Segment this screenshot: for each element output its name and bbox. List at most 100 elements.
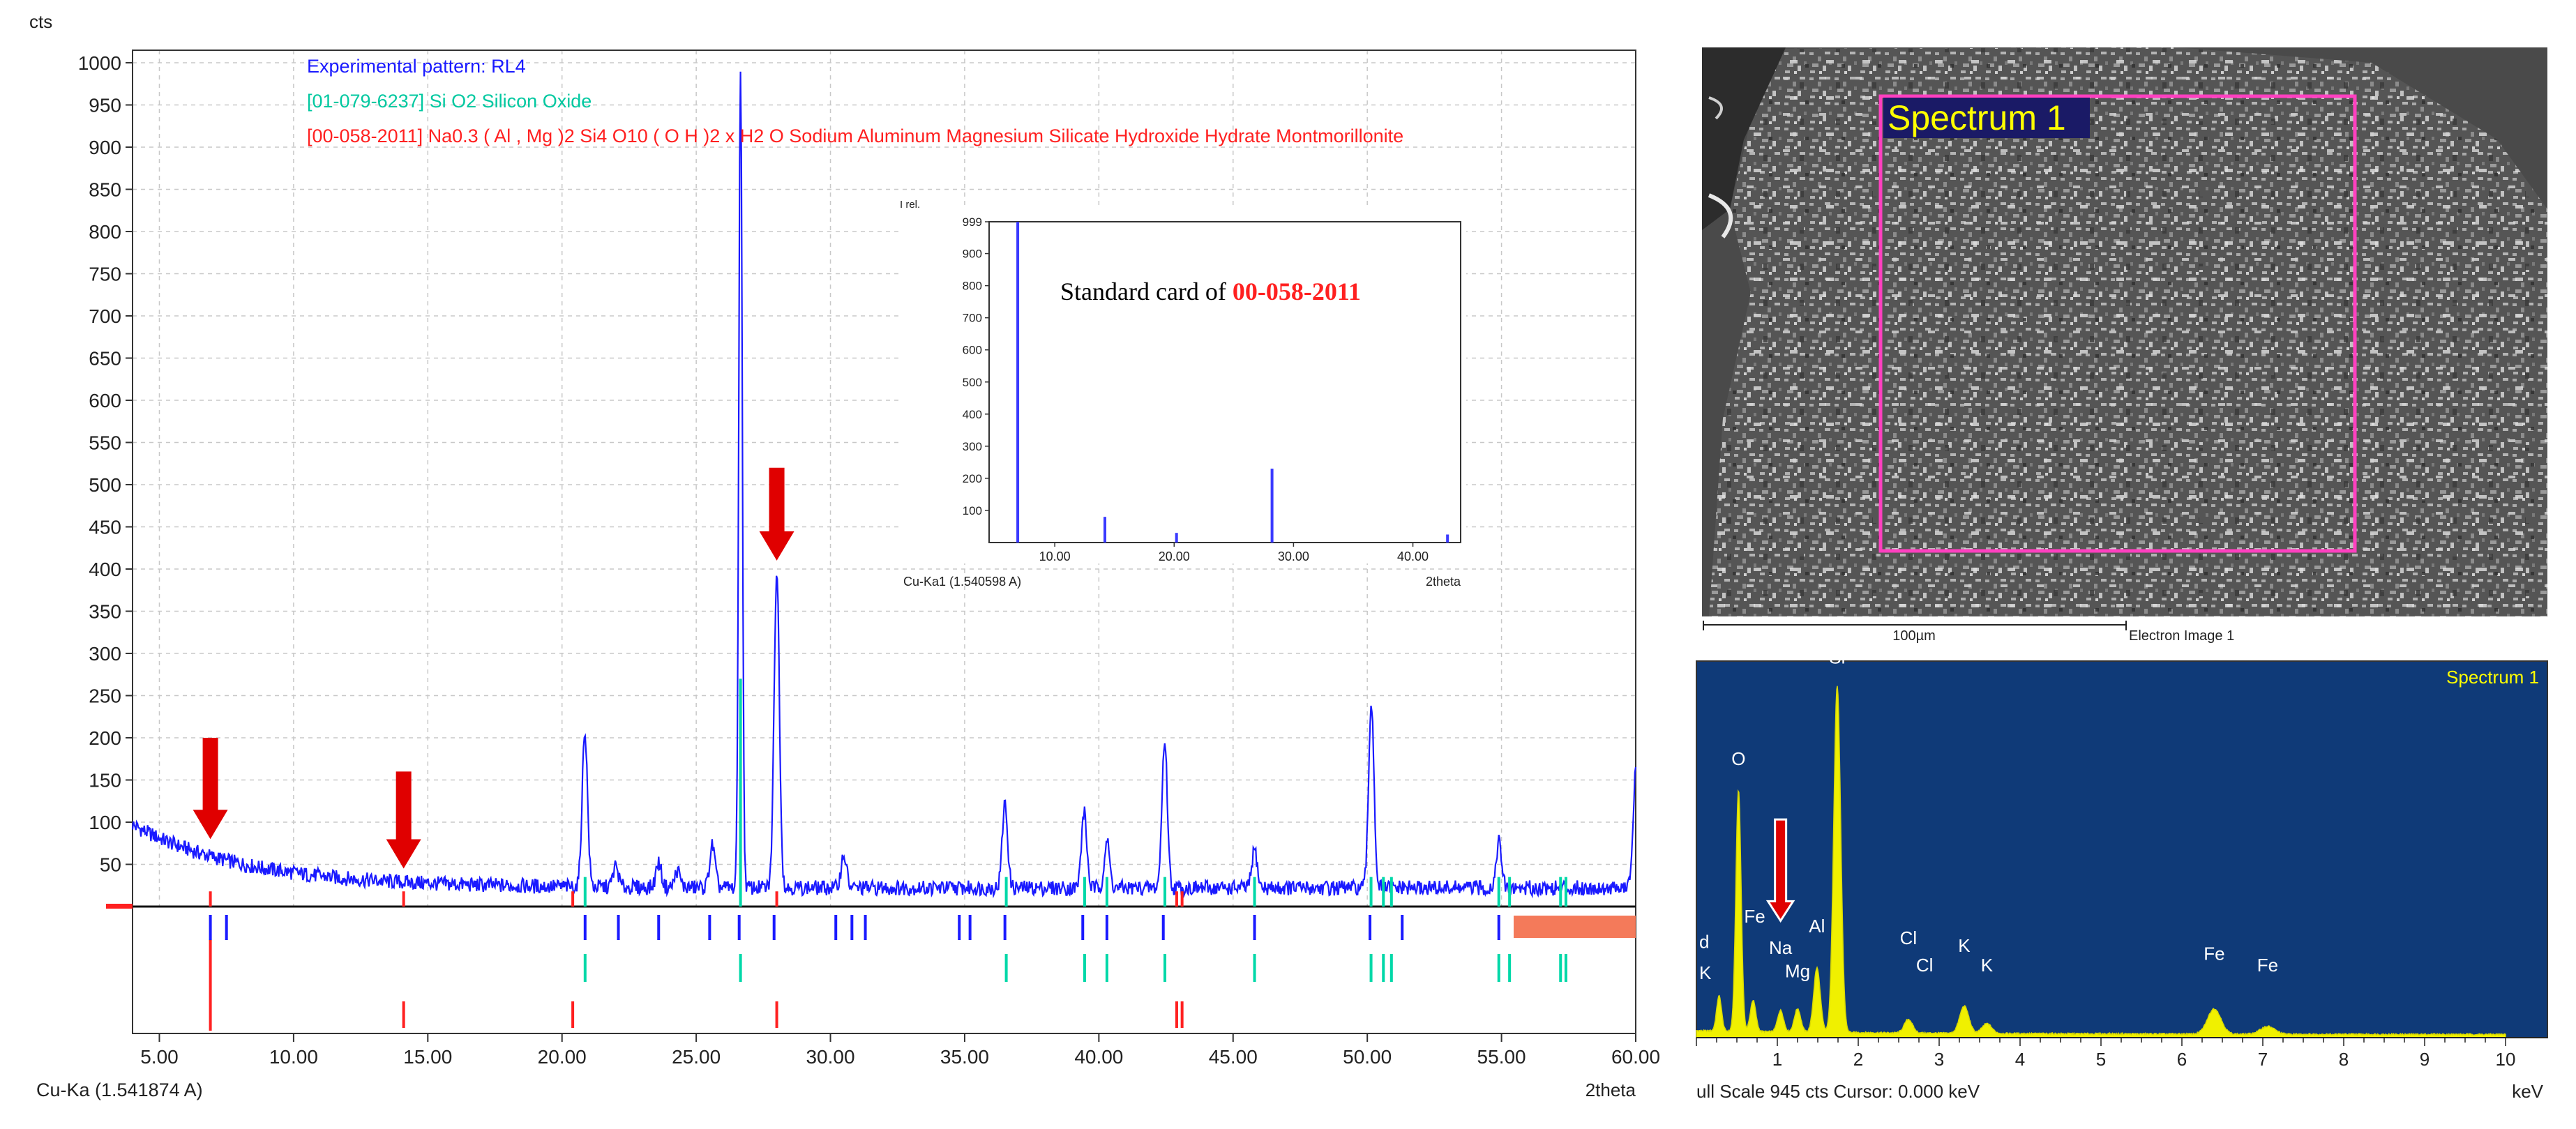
xrd-x-tick-label: 55.00 xyxy=(1477,1046,1526,1068)
xrd-pattern-tick xyxy=(708,915,711,940)
inset-y-tick-label: 800 xyxy=(963,280,982,293)
xrd-y-tick-label: 700 xyxy=(89,305,121,327)
eds-x-tick-label: 1 xyxy=(1772,1049,1782,1070)
xrd-pattern-tick xyxy=(1253,915,1256,940)
xrd-pattern-tick xyxy=(657,915,661,940)
xrd-x-tick-label: 20.00 xyxy=(538,1046,587,1068)
xrd-sio2-peak-bar xyxy=(1382,877,1385,907)
xrd-mont-tick xyxy=(402,1001,405,1028)
xrd-y-tick-label: 550 xyxy=(89,432,121,454)
inset-x-tick-label: 10.00 xyxy=(1039,550,1071,563)
eds-x-tick-label: 3 xyxy=(1934,1049,1944,1070)
eds-spectrum-area xyxy=(1696,685,2506,1038)
eds-element-label: Fe xyxy=(1744,906,1765,927)
xrd-sio2-tick xyxy=(1369,954,1373,982)
xrd-mont-peak-bar xyxy=(402,891,405,907)
xrd-sio2-peak-bar xyxy=(1369,877,1373,907)
xrd-mont-tick xyxy=(571,1001,575,1028)
eds-x-tick-label: 7 xyxy=(2258,1049,2268,1070)
xrd-pattern-tick xyxy=(850,915,854,940)
xrd-y-tick-label: 600 xyxy=(89,390,121,411)
xrd-y-tick-label: 300 xyxy=(89,643,121,665)
eds-element-label: K xyxy=(1981,955,1994,976)
xrd-pattern-tick xyxy=(1369,915,1372,940)
inset-y-ticks: 100 200 300 400 500 600 700 800 900 999 xyxy=(963,215,989,517)
xrd-sio2-tick-row xyxy=(209,915,1567,982)
legend-montmorillonite: [00-058-2011] Na0.3 ( Al , Mg )2 Si4 O10… xyxy=(307,126,1403,146)
inset-y-axis-label: I rel. xyxy=(900,199,920,211)
xrd-mont-tick xyxy=(1180,1001,1184,1028)
xrd-y-tick-label: 900 xyxy=(89,137,121,158)
eds-element-label: Fe xyxy=(2257,955,2278,976)
inset-x-axis-label: 2theta xyxy=(1426,575,1461,589)
xrd-sio2-tick xyxy=(1004,954,1008,982)
xrd-pattern-tick xyxy=(737,915,741,940)
sem-spectrum-box xyxy=(1878,94,2357,553)
inset-y-tick-label: 100 xyxy=(963,504,982,517)
xrd-sio2-peak-bar xyxy=(1497,877,1500,907)
eds-x-tick-label: 5 xyxy=(2096,1049,2106,1070)
xrd-sio2-tick xyxy=(1253,954,1256,982)
inset-x-tick-label: 20.00 xyxy=(1159,550,1190,563)
xrd-sio2-peak-bar xyxy=(583,877,587,907)
xrd-mont-tick xyxy=(775,1001,778,1028)
xrd-pattern-tick xyxy=(1497,915,1500,940)
inset-x-tick-label: 30.00 xyxy=(1278,550,1309,563)
inset-bar xyxy=(1270,469,1274,543)
sem-caption: Electron Image 1 xyxy=(2129,628,2234,644)
xrd-x-axis-label: 2theta xyxy=(1585,1079,1636,1100)
inset-footer: Cu-Ka1 (1.540598 A) xyxy=(903,575,1021,589)
xrd-pattern-tick xyxy=(834,915,838,940)
xrd-y-tick-label: 850 xyxy=(89,179,121,201)
eds-arrow-marker xyxy=(1765,818,1795,923)
inset-y-tick-label: 999 xyxy=(963,215,982,229)
xrd-y-tick-label: 450 xyxy=(89,517,121,538)
xrd-pattern-tick xyxy=(968,915,972,940)
inset-bar xyxy=(1104,517,1107,543)
inset-title: Standard card of 00-058-2011 xyxy=(1060,278,1361,305)
xrd-mont-peak-bar xyxy=(571,891,575,907)
eds-element-label: Mg xyxy=(1785,960,1810,981)
xrd-sio2-tick xyxy=(1559,954,1562,982)
xrd-sio2-peak-bar xyxy=(1389,877,1393,907)
eds-x-ticks: 1 2 3 4 5 6 7 8 9 10 xyxy=(1696,1038,2515,1070)
xrd-pattern-tick xyxy=(1081,915,1085,940)
inset-y-tick-label: 600 xyxy=(963,344,982,357)
xrd-pattern-tick xyxy=(1161,915,1165,940)
xrd-pattern-tick xyxy=(958,915,961,940)
xrd-pattern-tick xyxy=(772,915,776,940)
sem-spectrum-label: Spectrum 1 xyxy=(1888,98,2066,137)
eds-background xyxy=(1696,660,2548,1038)
standard-card-inset: I rel. 100 200 300 400 500 600 700 800 900 999 10… xyxy=(900,199,1466,589)
sem-sample-texture xyxy=(1709,47,2547,616)
eds-edge-label: K xyxy=(1699,962,1712,983)
xrd-y-tick-label: 500 xyxy=(89,474,121,496)
inset-y-tick-label: 700 xyxy=(963,312,982,325)
xrd-y-tick-label: 650 xyxy=(89,348,121,370)
xrd-y-tick-label: 350 xyxy=(89,601,121,623)
xrd-plot-frame xyxy=(132,50,1636,1034)
eds-title: Spectrum 1 xyxy=(2446,667,2539,688)
inset-bar xyxy=(1175,533,1178,543)
xrd-sio2-peak-bar xyxy=(1253,877,1256,907)
xrd-sio2-peak-bar xyxy=(1105,877,1108,907)
inset-y-tick-label: 200 xyxy=(963,472,982,485)
eds-x-tick-label: 10 xyxy=(2496,1049,2516,1070)
sem-edge-streak-2 xyxy=(1708,96,1723,120)
inset-y-tick-label: 300 xyxy=(963,440,982,453)
inset-bar xyxy=(1446,534,1449,543)
xrd-pattern-tick xyxy=(1105,915,1108,940)
xrd-sio2-tick xyxy=(1105,954,1108,982)
xrd-x-tick-label: 45.00 xyxy=(1209,1046,1258,1068)
eds-element-label: Cl xyxy=(1900,927,1918,948)
xrd-x-tick-label: 60.00 xyxy=(1611,1046,1660,1068)
xrd-arrow-marker xyxy=(386,771,421,869)
sem-spectrum-label-bg xyxy=(1883,98,2090,138)
xrd-left-baseline-mark xyxy=(106,904,133,909)
eds-x-tick-label: 8 xyxy=(2339,1049,2349,1070)
eds-spectrum-chart: Spectrum 1 1 2 3 4 5 6 7 8 9 10 OSiFeNaMgAlClClKK… xyxy=(1696,647,2548,1102)
xrd-sio2-peak-bar xyxy=(1083,877,1086,907)
xrd-arrow-marker xyxy=(193,738,228,840)
